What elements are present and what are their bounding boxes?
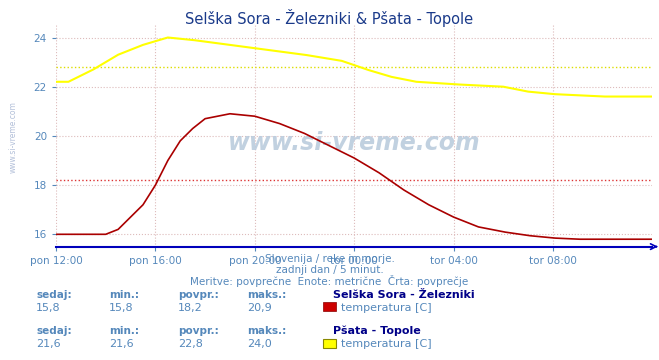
Text: zadnji dan / 5 minut.: zadnji dan / 5 minut. [275, 265, 384, 275]
Text: Selška Sora - Železniki & Pšata - Topole: Selška Sora - Železniki & Pšata - Topole [185, 9, 474, 27]
Text: maks.:: maks.: [247, 326, 287, 336]
Text: www.si-vreme.com: www.si-vreme.com [228, 131, 480, 154]
Text: 24,0: 24,0 [247, 339, 272, 349]
Text: 15,8: 15,8 [109, 303, 133, 313]
Text: min.:: min.: [109, 290, 139, 300]
Text: povpr.:: povpr.: [178, 290, 219, 300]
Text: temperatura [C]: temperatura [C] [341, 303, 432, 313]
Text: 20,9: 20,9 [247, 303, 272, 313]
Text: povpr.:: povpr.: [178, 326, 219, 336]
Text: Slovenija / reke in morje.: Slovenija / reke in morje. [264, 254, 395, 264]
Text: min.:: min.: [109, 326, 139, 336]
Text: Selška Sora - Železniki: Selška Sora - Železniki [333, 290, 474, 300]
Text: 18,2: 18,2 [178, 303, 203, 313]
Text: www.si-vreme.com: www.si-vreme.com [9, 101, 18, 173]
Text: 15,8: 15,8 [36, 303, 61, 313]
Text: Pšata - Topole: Pšata - Topole [333, 326, 420, 336]
Text: 21,6: 21,6 [109, 339, 133, 349]
Text: 22,8: 22,8 [178, 339, 203, 349]
Text: 21,6: 21,6 [36, 339, 61, 349]
Text: sedaj:: sedaj: [36, 290, 72, 300]
Text: maks.:: maks.: [247, 290, 287, 300]
Text: temperatura [C]: temperatura [C] [341, 339, 432, 349]
Text: sedaj:: sedaj: [36, 326, 72, 336]
Text: Meritve: povprečne  Enote: metrične  Črta: povprečje: Meritve: povprečne Enote: metrične Črta:… [190, 275, 469, 287]
